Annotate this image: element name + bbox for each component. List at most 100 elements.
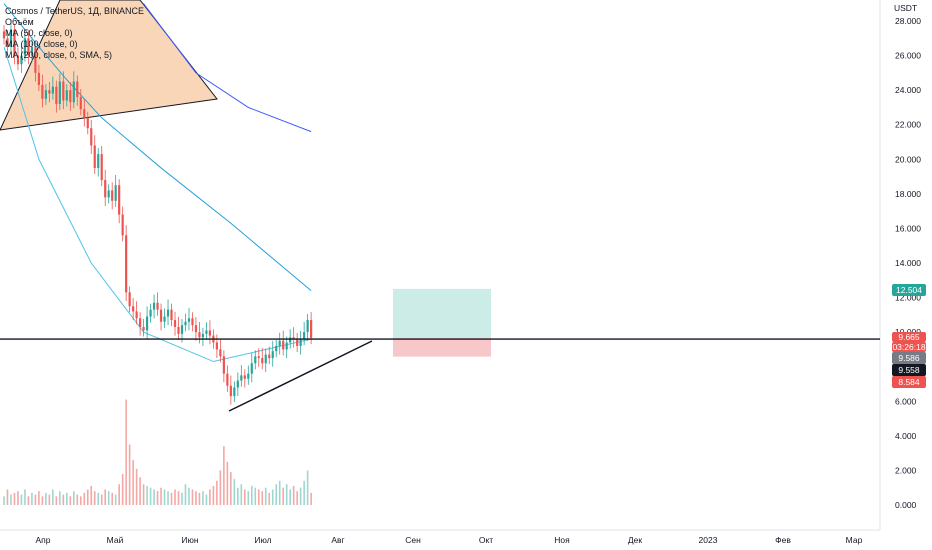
candle-body [159,309,163,322]
volume-bar [177,491,180,505]
candle-body [121,214,124,236]
volume-bar [6,489,9,505]
volume-bar [188,487,190,505]
candle-body [125,235,128,293]
volume-bar [59,491,61,505]
volume-bar [181,492,183,505]
volume-bar [226,461,229,505]
ma100-legend[interactable]: MA (100, close, 0) [5,39,78,49]
candle-body [166,309,170,317]
candle-body [55,86,58,104]
volume-bar [90,485,93,505]
volume-bar [198,492,201,505]
candle-body [76,81,79,98]
candle-body [114,185,117,201]
volume-bar [299,487,302,505]
candle-body [306,320,309,333]
candle-body [41,84,44,99]
volume-bar [209,489,211,505]
volume-series-label[interactable]: Объём [5,17,34,27]
candle-body [177,326,180,334]
y-tick-label: 22.000 [895,120,921,130]
volume-bar [205,494,208,505]
candle-body [170,309,173,321]
volume-bar [132,460,134,505]
volume-bar [268,492,271,505]
volume-bar [167,491,169,505]
symbol-title[interactable]: Cosmos / TetherUS, 1Д, BINANCE [5,6,144,16]
volume-bar [24,489,26,505]
candle-body [132,306,135,312]
volume-bar [118,484,120,505]
x-tick-label: Апр [36,535,51,545]
candle-body [229,385,232,397]
volume-bar [223,446,225,505]
volume-bar [114,494,117,505]
volume-bar [13,492,16,505]
candle-body [69,90,72,103]
x-tick-label: Июл [254,535,271,545]
volume-bar [31,492,33,505]
ma200-legend[interactable]: MA (200, close, 0, SMA, 5) [5,50,113,60]
candle-body [219,349,222,357]
volume-bar [250,485,253,505]
last-price-label: 9.665 [892,332,926,342]
x-tick-label: Авг [331,535,344,545]
candle-body [58,81,61,104]
candle-body [142,326,145,331]
candle-body [100,154,103,181]
volume-bar [261,491,264,505]
currency-label: USDT [894,3,918,13]
candle-body [187,318,191,322]
volume-bar [76,494,79,505]
candle-body [184,321,187,326]
volume-bar [310,492,312,505]
x-tick-label: Ноя [554,535,570,545]
candle-body [128,292,131,307]
y-tick-label: 0.000 [895,500,917,510]
ma50-legend[interactable]: MA (50, close, 0) [5,28,73,38]
volume-bar [153,489,155,505]
candle-body [152,302,156,310]
candle-body [285,342,288,350]
candle-body [243,375,246,379]
volume-bar [128,444,131,505]
candle-body [86,117,89,129]
candle-body [222,356,225,374]
volume-bar [163,489,166,505]
volume-bar [156,491,159,505]
x-tick-label: Сен [405,535,421,545]
candle-body [93,145,96,168]
candle-body [34,46,37,73]
candle-body [205,330,208,334]
volume-bar [69,496,72,505]
x-tick-label: Мар [846,535,863,545]
x-tick-label: Июн [181,535,198,545]
y-tick-label: 20.000 [895,154,921,164]
volume-bar [149,487,152,505]
candle-body [27,38,30,56]
volume-bar [240,484,243,505]
candle-body [149,309,152,317]
volume-bar [296,491,298,505]
x-tick-label: Фев [775,535,791,545]
volume-bar [271,489,274,505]
volume-bar [233,479,236,505]
candle-body [215,342,218,350]
volume-bar [254,487,257,505]
volume-bar [121,473,124,505]
candle-body [271,351,274,359]
stop-price-label: 8.584 [892,376,926,388]
take-profit-zone [393,288,491,338]
y-tick-label: 14.000 [895,258,921,268]
volume-bar [202,491,204,505]
candle-body [261,358,264,364]
volume-bar [27,496,30,505]
volume-bar [289,489,291,505]
volume-bar [142,484,145,505]
candle-body [310,320,313,338]
volume-bar [48,494,51,505]
volume-bar [83,492,86,505]
candle-body [44,90,47,99]
